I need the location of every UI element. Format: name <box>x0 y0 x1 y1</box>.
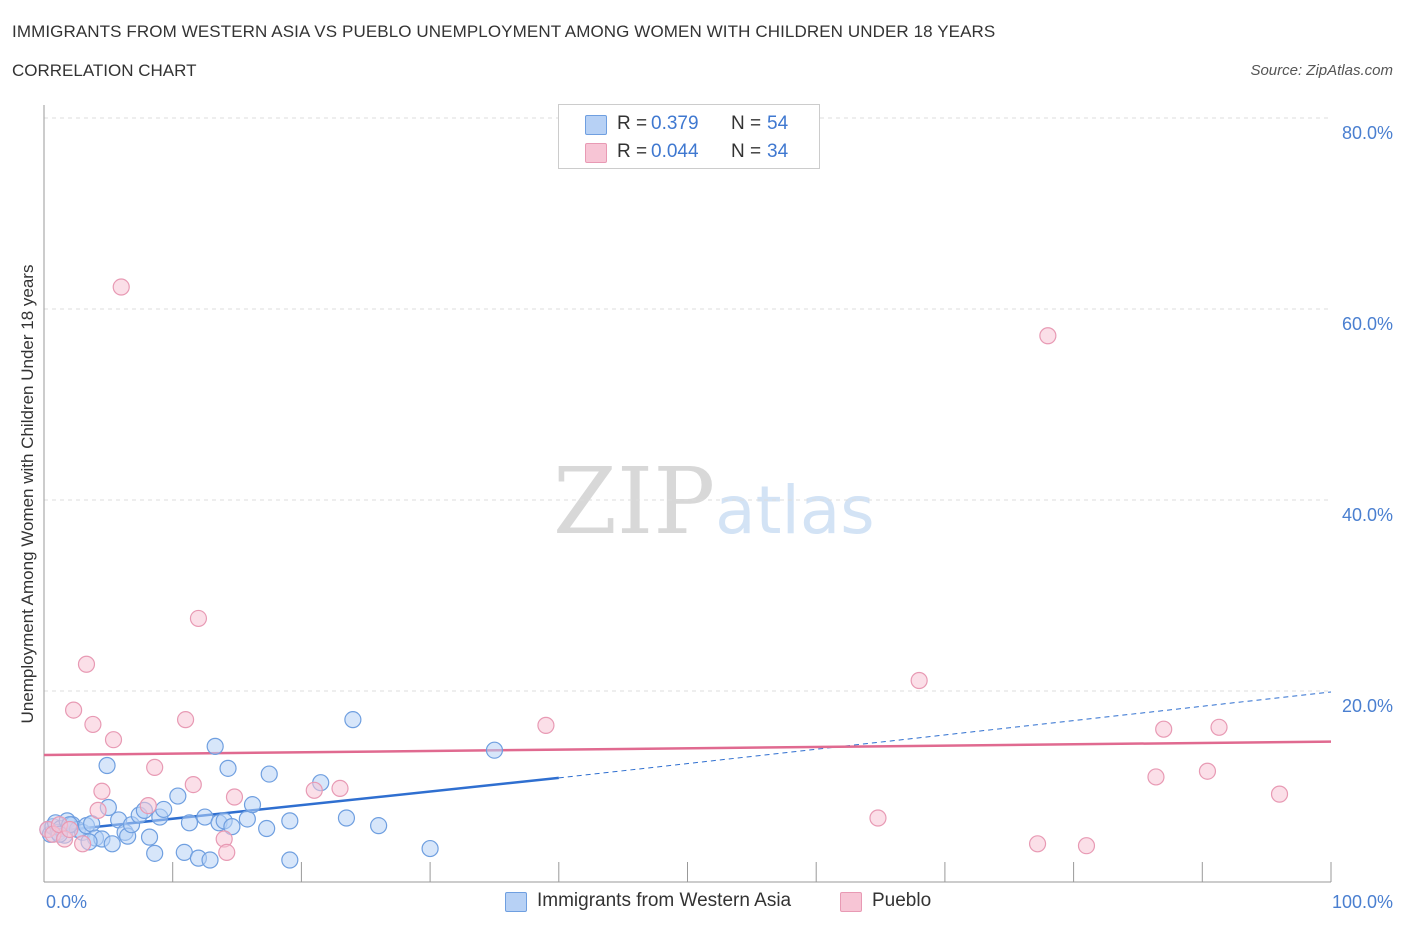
point-western-asia <box>485 741 504 759</box>
point-western-asia <box>98 756 116 775</box>
point-western-asia <box>155 800 173 819</box>
point-pueblo <box>104 731 123 749</box>
point-pueblo <box>331 779 349 798</box>
pink-swatch <box>585 143 607 163</box>
point-pueblo <box>112 278 130 296</box>
y-tick-label: 40.0% <box>1342 505 1393 525</box>
n-label: N = <box>731 113 762 134</box>
point-pueblo <box>189 609 208 628</box>
source-credit: Source: ZipAtlas.com <box>1250 62 1393 79</box>
trend-lines <box>43 691 1332 834</box>
point-pueblo <box>61 820 79 839</box>
point-pueblo <box>1039 327 1057 345</box>
legend-label: Immigrants from Western Asia <box>537 890 792 911</box>
point-western-asia <box>243 796 262 814</box>
point-pueblo <box>910 671 928 690</box>
r-label: R = <box>617 113 648 134</box>
point-pueblo <box>139 796 157 815</box>
point-western-asia <box>103 835 121 853</box>
point-western-asia <box>260 765 278 783</box>
chart-subtitle: CORRELATION CHART <box>12 61 197 80</box>
legend-row-blue: R = 0.379 N = 54 <box>559 111 819 139</box>
point-pueblo <box>537 716 555 734</box>
n-value: 54 <box>767 113 789 134</box>
r-value: 0.379 <box>651 113 699 134</box>
point-pueblo <box>84 715 102 734</box>
point-western-asia <box>281 851 299 869</box>
blue-swatch <box>585 115 607 135</box>
point-pueblo <box>1210 718 1228 736</box>
axes <box>43 105 1332 883</box>
legend-label: Pueblo <box>872 890 932 911</box>
r-value: 0.044 <box>651 141 699 162</box>
grid-lines <box>44 117 1331 692</box>
point-western-asia <box>201 851 219 869</box>
n-value: 34 <box>767 141 789 162</box>
chart-title: IMMIGRANTS FROM WESTERN ASIA VS PUEBLO U… <box>12 22 996 41</box>
y-tick-label: 20.0% <box>1342 696 1393 716</box>
point-pueblo <box>93 782 111 800</box>
point-western-asia <box>180 814 199 832</box>
point-western-asia <box>344 711 362 729</box>
point-western-asia <box>370 817 388 835</box>
point-western-asia <box>421 839 439 858</box>
point-pueblo <box>1028 835 1047 853</box>
zipatlas-watermark: ZIPatlas <box>553 448 875 555</box>
blue-swatch <box>505 892 527 912</box>
point-western-asia <box>206 737 224 755</box>
point-pueblo <box>1147 768 1165 786</box>
x-tick-label: 0.0% <box>46 892 87 912</box>
n-label: N = <box>731 141 762 162</box>
point-pueblo <box>869 809 887 827</box>
point-western-asia <box>140 828 159 846</box>
point-pueblo <box>1155 720 1173 738</box>
watermark-atlas: atlas <box>715 472 875 549</box>
pink-swatch <box>840 892 862 912</box>
point-western-asia <box>238 810 256 828</box>
point-pueblo <box>176 711 195 729</box>
y-tick-label: 80.0% <box>1342 123 1393 143</box>
point-western-asia <box>219 759 237 777</box>
r-label: R = <box>617 141 648 162</box>
watermark-zip: ZIP <box>553 448 716 555</box>
point-pueblo <box>65 701 83 719</box>
point-pueblo <box>1198 762 1217 780</box>
point-western-asia <box>337 809 356 827</box>
y-axis-label: Unemployment Among Women with Children U… <box>18 265 37 724</box>
point-pueblo <box>74 835 92 853</box>
point-western-asia <box>258 819 276 838</box>
point-pueblo <box>305 781 323 799</box>
point-pueblo <box>1270 785 1289 803</box>
point-pueblo <box>77 655 96 673</box>
point-western-asia <box>169 787 187 805</box>
point-pueblo <box>89 801 107 819</box>
point-pueblo <box>225 788 244 806</box>
point-western-asia <box>223 818 241 836</box>
point-pueblo <box>146 758 164 777</box>
point-western-asia <box>146 844 164 862</box>
legend-row-pink: R = 0.044 N = 34 <box>559 139 819 167</box>
point-pueblo <box>184 775 202 794</box>
point-pueblo <box>1077 837 1096 855</box>
x-tick-label: 100.0% <box>1332 892 1393 912</box>
correlation-legend: R = 0.379 N = 54 R = 0.044 N = 34 <box>558 104 820 169</box>
y-tick-label: 60.0% <box>1342 314 1393 334</box>
trend-line-pueblo <box>43 740 1332 757</box>
tick-labels: 20.0% 40.0% 60.0% 80.0% 0.0% 100.0% <box>46 123 1393 912</box>
point-western-asia <box>281 812 299 830</box>
data-points <box>39 278 1289 869</box>
point-pueblo <box>218 843 236 861</box>
trend-line-western-asia-extension <box>558 691 1332 779</box>
